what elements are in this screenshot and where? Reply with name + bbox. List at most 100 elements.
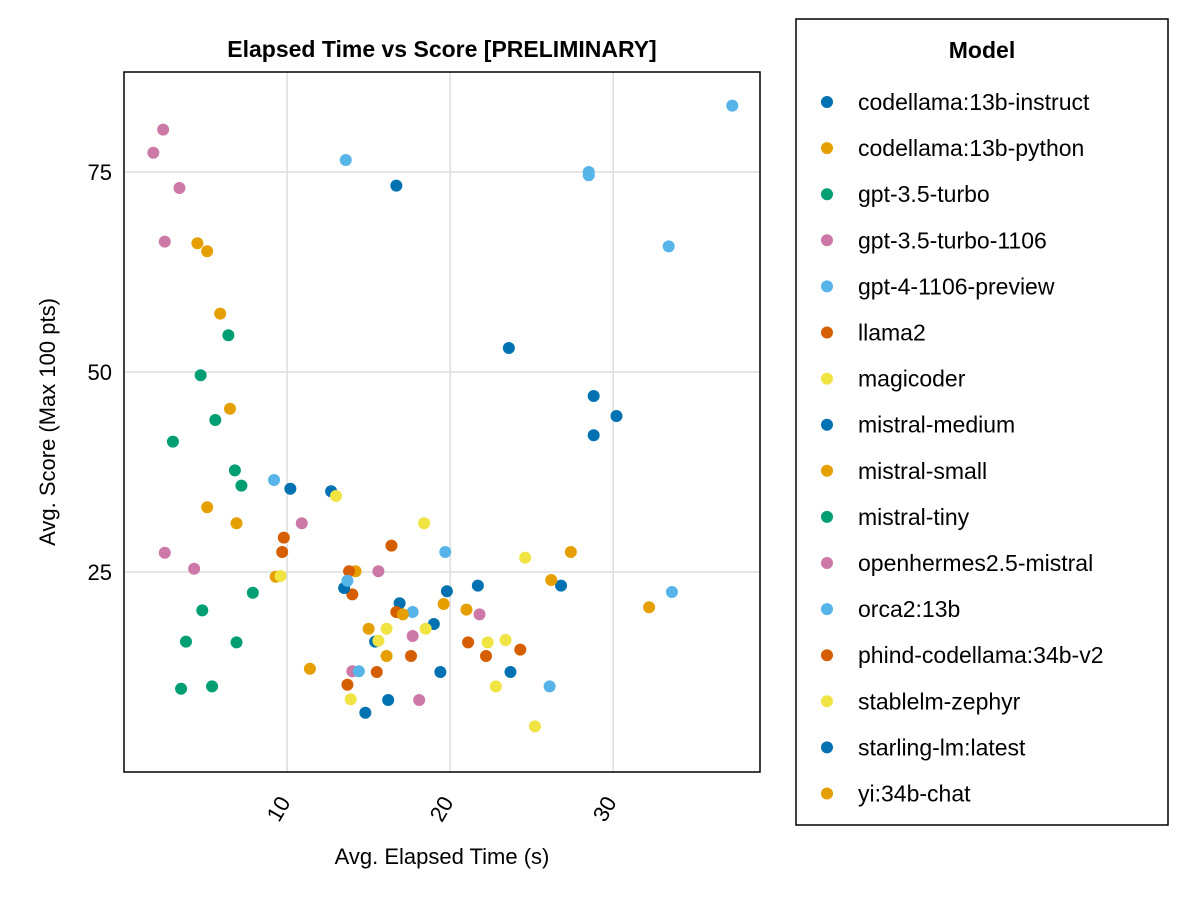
data-point xyxy=(295,517,308,530)
data-point xyxy=(274,570,287,582)
data-point xyxy=(499,634,512,646)
gridlines xyxy=(124,72,760,772)
data-point xyxy=(380,650,393,662)
legend-entry: codellama:13b-instruct xyxy=(858,89,1090,115)
data-point xyxy=(276,546,289,558)
data-point xyxy=(339,154,352,166)
data-point xyxy=(545,574,558,586)
data-point xyxy=(179,635,192,648)
plot-area xyxy=(123,71,761,773)
data-point xyxy=(434,666,447,678)
data-point xyxy=(341,678,354,691)
data-point xyxy=(330,490,342,502)
data-point xyxy=(419,622,432,635)
data-point xyxy=(418,517,431,530)
legend-marker xyxy=(821,510,833,523)
data-point xyxy=(587,390,600,402)
legend-entry: mistral-small xyxy=(858,458,987,484)
data-point xyxy=(372,565,385,578)
data-point xyxy=(543,680,556,693)
y-tick-label: 75 xyxy=(88,160,112,185)
legend-marker xyxy=(821,372,833,385)
legend-entry: mistral-tiny xyxy=(858,504,970,530)
data-point xyxy=(528,720,541,733)
data-point xyxy=(405,650,418,662)
data-point xyxy=(396,608,409,621)
data-point xyxy=(471,579,484,592)
data-point xyxy=(460,603,473,616)
data-point xyxy=(504,666,517,678)
data-point xyxy=(352,665,365,678)
data-point xyxy=(175,682,188,695)
data-point xyxy=(643,601,656,614)
data-point xyxy=(158,546,171,559)
legend-marker xyxy=(821,741,833,754)
legend-marker xyxy=(821,326,833,339)
data-point xyxy=(341,574,354,587)
data-point xyxy=(359,706,372,719)
data-point xyxy=(206,680,219,693)
data-point xyxy=(514,643,527,656)
data-point xyxy=(481,636,494,649)
legend-entry: starling-lm:latest xyxy=(858,734,1026,760)
data-point xyxy=(406,606,419,618)
legend-marker xyxy=(821,418,833,431)
legend-marker xyxy=(821,234,833,247)
data-point xyxy=(284,482,297,495)
data-point xyxy=(188,562,201,575)
data-points xyxy=(147,99,739,733)
legend-entry: openhermes2.5-mistral xyxy=(858,550,1093,576)
legend-entry: yi:34b-chat xyxy=(858,781,971,807)
x-tick-label: 20 xyxy=(425,792,459,826)
chart-title: Elapsed Time vs Score [PRELIMINARY] xyxy=(227,36,656,62)
data-point xyxy=(564,546,577,558)
legend-entry: orca2:13b xyxy=(858,596,960,622)
y-tick-label: 50 xyxy=(88,360,112,385)
data-point xyxy=(380,622,393,635)
data-point xyxy=(201,501,214,514)
legend-marker xyxy=(821,188,833,201)
data-point xyxy=(662,240,675,253)
data-point xyxy=(382,694,395,706)
data-point xyxy=(166,435,179,448)
legend-marker xyxy=(821,464,833,477)
data-point xyxy=(440,585,453,598)
data-point xyxy=(191,237,204,250)
legend: Model codellama:13b-instructcodellama:13… xyxy=(795,18,1169,826)
x-axis-label: Avg. Elapsed Time (s) xyxy=(335,844,550,869)
legend-marker xyxy=(821,142,833,155)
data-point xyxy=(362,622,375,635)
x-axis-ticks: 10 20 30 xyxy=(262,792,622,826)
legend-entry: stablelm-zephyr xyxy=(858,688,1021,714)
data-point xyxy=(390,179,403,192)
data-point xyxy=(201,245,214,258)
data-point xyxy=(222,329,235,342)
legend-items: codellama:13b-instruct codellama:13b-pyth… xyxy=(821,89,1104,807)
data-point xyxy=(555,579,568,592)
legend-marker xyxy=(821,96,833,108)
legend-entry: gpt-3.5-turbo-1106 xyxy=(858,227,1047,253)
data-point xyxy=(344,693,357,706)
data-point xyxy=(370,666,383,678)
legend-entry: magicoder xyxy=(858,366,966,392)
legend-marker xyxy=(821,695,833,708)
data-point xyxy=(473,608,486,621)
data-point xyxy=(246,586,259,599)
data-point xyxy=(372,634,385,647)
data-point xyxy=(235,479,248,492)
data-point xyxy=(303,662,316,675)
legend-entry: gpt-3.5-turbo xyxy=(858,181,990,207)
legend-marker xyxy=(821,280,833,293)
legend-marker xyxy=(821,603,833,616)
data-point xyxy=(406,630,419,642)
y-tick-label: 25 xyxy=(88,560,112,585)
data-point xyxy=(147,146,160,159)
legend-entry: gpt-4-1106-preview xyxy=(858,273,1055,299)
data-point xyxy=(385,539,398,552)
data-point xyxy=(519,551,532,564)
data-point xyxy=(158,235,171,248)
data-point xyxy=(277,531,290,544)
x-tick-label: 30 xyxy=(588,792,622,826)
legend-marker xyxy=(821,649,833,662)
